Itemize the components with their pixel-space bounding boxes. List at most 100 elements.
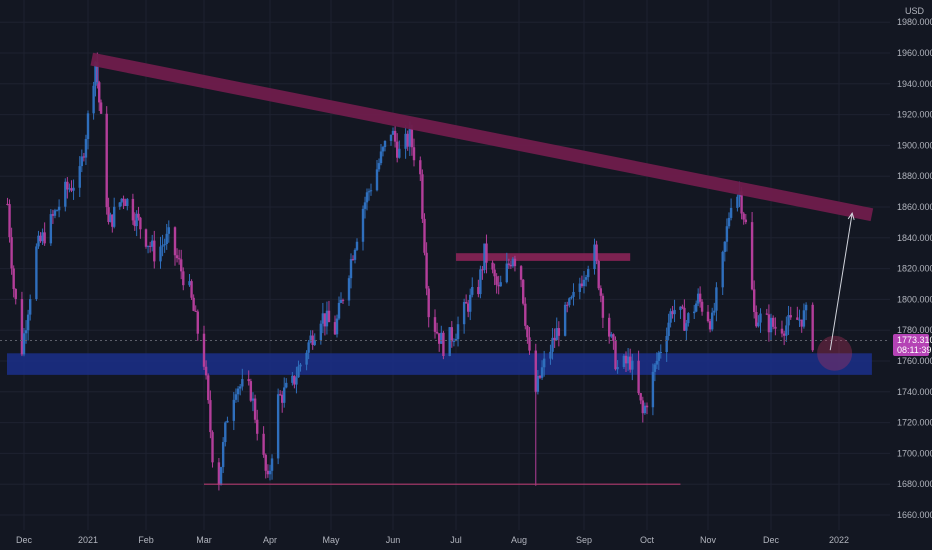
- price-axis[interactable]: USD 1980.000 1960.000 1940.000 1920.000 1900…: [897, 6, 932, 520]
- candle-body: [595, 244, 598, 261]
- candle-body: [469, 294, 472, 312]
- candle-body: [26, 314, 30, 331]
- candle-body: [325, 310, 329, 327]
- candle-body: [519, 266, 523, 280]
- candle-body: [715, 287, 718, 311]
- candle-body: [526, 325, 529, 338]
- candle-body: [49, 214, 53, 244]
- candle-body: [264, 454, 267, 471]
- candle-body: [774, 326, 777, 329]
- candle-body: [98, 82, 101, 103]
- candle-body: [711, 312, 714, 330]
- candle-body: [637, 360, 640, 394]
- candle-body: [236, 388, 240, 395]
- candle-body: [389, 134, 393, 141]
- candle-body: [167, 227, 170, 234]
- candle-body: [375, 169, 379, 191]
- candle-body: [507, 263, 511, 265]
- candle-body: [723, 241, 726, 252]
- candle-body: [202, 333, 206, 367]
- price-tick-label: 1940.000: [897, 79, 932, 89]
- candle-body: [673, 309, 676, 315]
- candle-body: [14, 289, 17, 300]
- candle-body: [433, 317, 437, 332]
- candle-body: [493, 269, 496, 277]
- candle-body: [99, 102, 103, 114]
- candle-body: [55, 210, 59, 212]
- candle-body: [570, 296, 573, 299]
- candle-body: [785, 325, 788, 336]
- candle-body: [335, 318, 339, 335]
- candle-body: [729, 207, 733, 218]
- candle-body: [683, 307, 686, 331]
- candle-body: [337, 302, 341, 319]
- candle-body: [268, 470, 272, 475]
- candle-body: [685, 323, 688, 331]
- candle-body: [297, 366, 300, 378]
- candle-body: [622, 355, 626, 367]
- candle-body: [563, 304, 567, 336]
- candle-body: [421, 174, 424, 219]
- candle-body: [347, 278, 351, 301]
- candle-body: [782, 333, 786, 336]
- candle-body: [787, 315, 790, 326]
- candle-body: [524, 303, 527, 326]
- candle-body: [188, 281, 191, 286]
- candle-body: [767, 314, 771, 333]
- candle-body: [587, 269, 590, 278]
- candle-body: [307, 342, 310, 353]
- candle-body: [84, 139, 88, 158]
- time-tick-label: Feb: [138, 535, 154, 545]
- candle-body: [321, 313, 325, 324]
- candle-body: [440, 332, 443, 344]
- candle-body: [626, 356, 630, 364]
- time-axis[interactable]: Dec 2021 Feb Mar Apr May Jun Jul Aug Sep Oct Nov Dec…: [16, 535, 849, 545]
- candle-body: [566, 304, 569, 306]
- candle-body: [323, 313, 327, 327]
- price-tick-label: 1820.000: [897, 264, 932, 274]
- candle-body: [194, 310, 197, 312]
- candle-body: [139, 217, 142, 230]
- candle-body: [35, 246, 38, 300]
- candle-body: [57, 206, 61, 211]
- candle-body: [557, 328, 561, 336]
- price-tick-label: 1660.000: [897, 510, 932, 520]
- candle-body: [608, 317, 611, 337]
- candle-body: [379, 151, 383, 164]
- candle-body: [477, 286, 480, 295]
- price-tick-label: 1700.000: [897, 448, 932, 458]
- candle-body: [20, 299, 24, 355]
- candle-body: [740, 191, 743, 214]
- candle-body: [377, 163, 381, 170]
- candle-body: [153, 240, 156, 262]
- candle-body: [355, 241, 359, 250]
- candle-body: [466, 303, 470, 312]
- candle-body: [491, 262, 494, 270]
- price-tick-label: 1880.000: [897, 171, 932, 181]
- candle-body: [667, 322, 670, 336]
- candle-body: [479, 269, 482, 295]
- candle-body: [365, 192, 369, 203]
- price-tick-label: 1720.000: [897, 418, 932, 428]
- price-tick-label: 1980.000: [897, 17, 932, 27]
- candle-body: [94, 61, 97, 86]
- candle-body: [217, 462, 221, 485]
- candle-body: [124, 200, 127, 206]
- candle-body: [190, 281, 193, 298]
- candle-body: [64, 181, 67, 207]
- candle-body: [351, 259, 355, 261]
- candle-body: [800, 319, 803, 327]
- candle-body: [398, 148, 401, 158]
- candle-body: [327, 310, 331, 323]
- candle-body: [251, 398, 255, 401]
- candle-body: [757, 322, 760, 327]
- candle-body: [700, 301, 704, 312]
- candle-body: [109, 214, 112, 223]
- candle-body: [624, 355, 628, 364]
- candle-body: [643, 405, 647, 414]
- candle-body: [349, 259, 353, 279]
- candle-body: [247, 379, 250, 382]
- candle-body: [148, 245, 152, 247]
- candle-body: [207, 375, 210, 401]
